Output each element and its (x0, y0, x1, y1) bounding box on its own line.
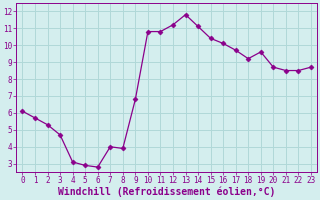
X-axis label: Windchill (Refroidissement éolien,°C): Windchill (Refroidissement éolien,°C) (58, 187, 276, 197)
